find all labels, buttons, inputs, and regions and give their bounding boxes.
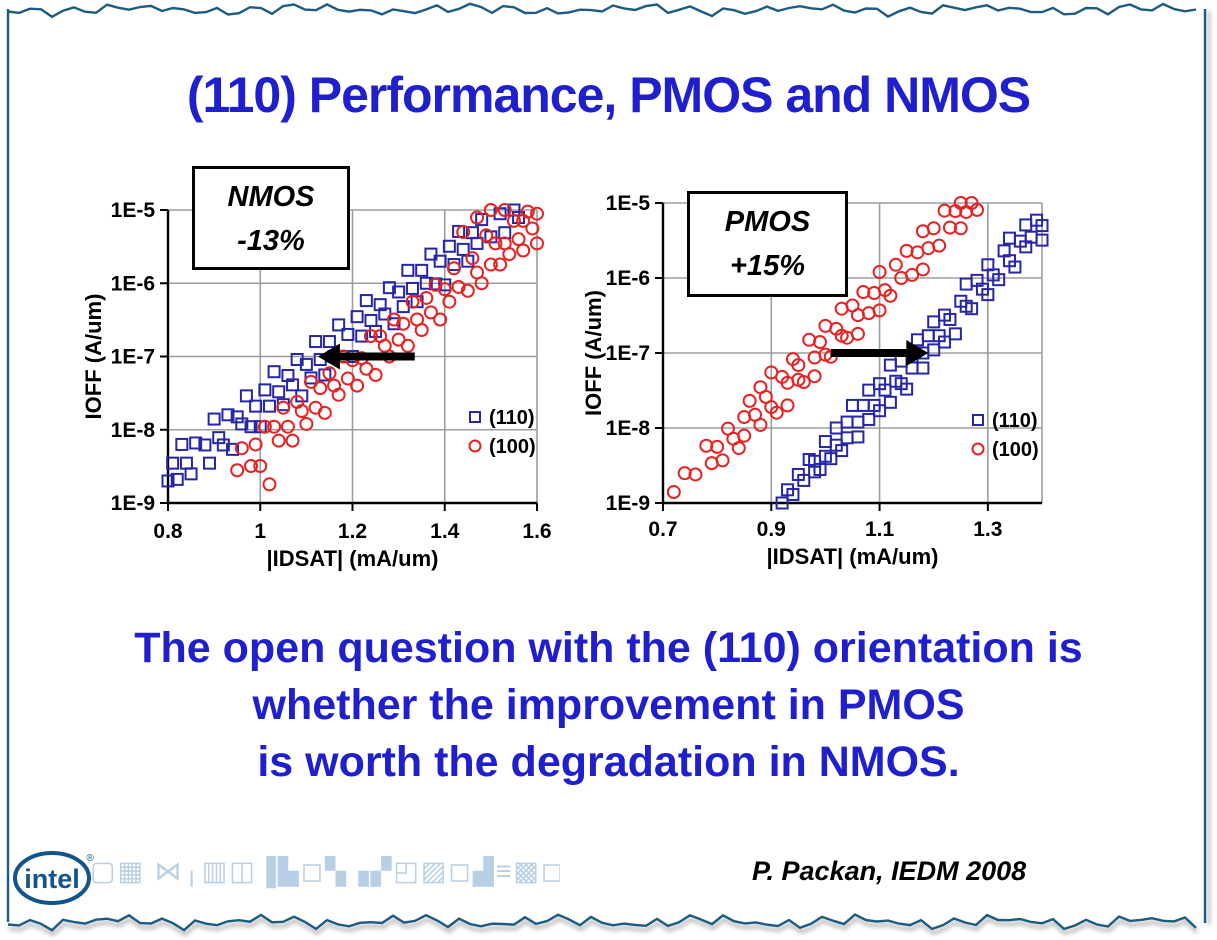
nmos-annotation-line1: NMOS xyxy=(227,181,315,213)
y-axis-ticks: 1E-5 1E-6 1E-7 1E-8 1E-9 xyxy=(111,199,168,515)
y-axis-title: IOFF (A/um) xyxy=(85,294,106,420)
x-axis-title: |IDSAT| (mA/um) xyxy=(766,544,938,569)
intel-logo-oval xyxy=(13,851,91,905)
decorative-watermark-strip: ▢▦ ⋈╷▥◫▐▙◻▚▗▞◰▨◻▟≡▩◻▤║▚▦◫░▛∷▞▢ xyxy=(90,856,560,886)
y-axis-title: IOFF (A/um) xyxy=(585,290,606,416)
legend-marker-circle xyxy=(468,439,482,453)
legend-marker-circle xyxy=(971,442,985,456)
y-tick-label: 1E-8 xyxy=(111,419,156,442)
intel-logo-text: intel xyxy=(24,864,80,894)
scatter-series-100 xyxy=(666,196,985,500)
y-tick-label: 1E-5 xyxy=(606,192,651,215)
pmos-annotation-box: PMOS +15% xyxy=(687,191,848,297)
scatter-series-100 xyxy=(230,203,544,492)
statement-line2: whether the improvement in PMOS xyxy=(252,681,965,729)
y-axis-ticks: 1E-5 1E-6 1E-7 1E-8 1E-9 xyxy=(606,192,663,515)
legend-label: (110) xyxy=(489,407,535,429)
intel-registered-mark: ® xyxy=(86,853,94,864)
nmos-annotation-box: NMOS -13% xyxy=(192,166,350,270)
shift-arrow-right xyxy=(830,340,929,366)
nmos-scatter-chart: 0.8 1 1.2 1.4 1.6 1E-5 1E-6 1E-7 1E-8 1E-9 |IDSAT|… xyxy=(81,160,575,585)
legend-marker-square xyxy=(469,411,481,423)
y-tick-label: 1E-9 xyxy=(111,492,155,515)
legend: (110) (100) xyxy=(971,410,1039,461)
torn-edge-bottom xyxy=(7,913,1197,932)
torn-edge-top xyxy=(7,2,1197,19)
intel-logo: intel ® xyxy=(13,851,94,905)
legend: (110) (100) xyxy=(468,407,536,458)
legend-label: (100) xyxy=(489,436,536,458)
x-axis-ticks: 0.8 1 1.2 1.4 1.6 xyxy=(153,503,552,543)
y-tick-label: 1E-6 xyxy=(111,272,155,295)
y-tick-label: 1E-7 xyxy=(111,346,155,369)
x-axis-ticks: 0.7 0.9 1.1 1.3 xyxy=(648,503,1002,541)
x-tick-label: 1.1 xyxy=(865,518,895,541)
x-tick-label: 1 xyxy=(254,520,266,543)
x-tick-label: 0.8 xyxy=(153,520,183,543)
x-tick-label: 0.9 xyxy=(757,518,786,541)
x-tick-label: 0.7 xyxy=(648,518,677,541)
y-tick-label: 1E-9 xyxy=(606,492,650,515)
x-axis-title: |IDSAT| (mA/um) xyxy=(266,546,438,571)
scatter-series-110 xyxy=(775,213,1049,510)
nmos-annotation-line2: -13% xyxy=(237,225,305,257)
legend-label: (110) xyxy=(992,410,1038,432)
x-tick-label: 1.2 xyxy=(338,520,367,543)
x-tick-label: 1.6 xyxy=(522,520,551,543)
x-tick-label: 1.3 xyxy=(973,518,1002,541)
legend-label: (100) xyxy=(992,439,1039,461)
slide-title: (110) Performance, PMOS and NMOS xyxy=(186,67,1031,123)
pmos-annotation-line1: PMOS xyxy=(724,206,811,238)
credit-text: P. Packan, IEDM 2008 xyxy=(752,856,1027,886)
pmos-scatter-chart: 0.7 0.9 1.1 1.3 1E-5 1E-6 1E-7 1E-8 1E-9 |IDSAT| … xyxy=(581,160,1075,585)
statement-line1: The open question with the (110) orienta… xyxy=(134,624,1083,672)
y-tick-label: 1E-6 xyxy=(606,267,650,290)
statement-line3: is worth the degradation in NMOS. xyxy=(257,738,960,786)
legend-marker-square xyxy=(972,414,984,426)
pmos-annotation-line2: +15% xyxy=(730,250,805,282)
y-tick-label: 1E-7 xyxy=(606,342,650,365)
shift-arrow-left xyxy=(317,343,415,370)
y-tick-label: 1E-8 xyxy=(606,417,651,440)
statement-text: The open question with the (110) orienta… xyxy=(0,620,1217,791)
y-tick-label: 1E-5 xyxy=(111,199,156,222)
x-tick-label: 1.4 xyxy=(430,520,460,543)
